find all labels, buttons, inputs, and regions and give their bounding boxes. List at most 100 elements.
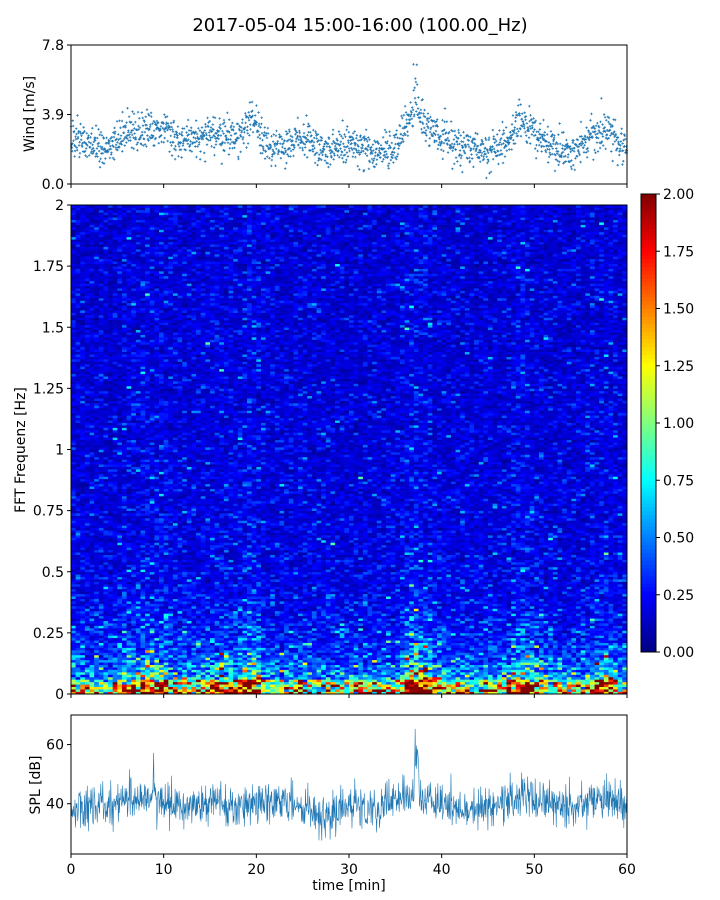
spectrogram-cell (94, 432, 99, 435)
spectrogram-cell (99, 648, 104, 651)
spectrogram-cell (141, 283, 146, 286)
wind-point (81, 145, 83, 147)
spectrogram-cell (85, 271, 90, 274)
spectrogram-cell (122, 413, 127, 416)
wind-point (396, 137, 398, 139)
spectrogram-cell (94, 645, 99, 648)
spectrogram-cell (85, 330, 90, 333)
spectrogram-cell (80, 511, 85, 514)
spectrogram-cell (122, 405, 127, 408)
spectrogram-cell (94, 239, 99, 242)
wind-point (314, 162, 316, 164)
spectrogram-cell (117, 229, 122, 232)
spectrogram-cell (136, 476, 141, 479)
spectrogram-cell (99, 503, 104, 506)
spectrogram-cell (117, 349, 122, 352)
spectrogram-cell (80, 454, 85, 457)
spectrogram-cell (85, 442, 90, 445)
spectrogram-cell (117, 342, 122, 345)
spectrogram-cell (131, 405, 136, 408)
spectrogram-cell (76, 547, 81, 550)
spectrogram-cell (99, 379, 104, 382)
spectrogram-cell (94, 391, 99, 394)
spectrogram-cell (117, 239, 122, 242)
spectrogram-cell (122, 222, 127, 225)
spectrogram-cell (108, 494, 113, 497)
spectrogram-cell (136, 276, 141, 279)
spectrogram-cell (103, 572, 108, 575)
spectrogram-cell (108, 450, 113, 453)
wind-point (435, 130, 437, 132)
spectrogram-cell (117, 479, 122, 482)
spectrogram-cell (136, 410, 141, 413)
spectrogram-cell (127, 259, 132, 262)
spectrogram-cell (141, 662, 146, 665)
spectrogram-cell (71, 401, 76, 404)
spectrogram-cell (122, 623, 127, 626)
spectrogram-cell (127, 369, 132, 372)
spectrogram-cell (108, 601, 113, 604)
spectrogram-cell (85, 628, 90, 631)
spectrogram-cell (136, 611, 141, 614)
spectrogram-cell (80, 450, 85, 453)
spectrogram-cell (122, 273, 127, 276)
spectrogram-cell (113, 606, 118, 609)
spectrogram-cell (108, 501, 113, 504)
spectrogram-cell (99, 582, 104, 585)
spectrogram-cell (141, 501, 146, 504)
spectrogram-cell (131, 291, 136, 294)
wind-point (443, 121, 445, 123)
spectrogram-cell (99, 234, 104, 237)
wind-point (185, 131, 187, 133)
spectrogram-cell (131, 545, 136, 548)
spectrogram-cell (108, 523, 113, 526)
spectrogram-cell (94, 251, 99, 254)
spectrogram-cell (131, 303, 136, 306)
wind-point (414, 97, 416, 99)
spectrogram-cell (90, 283, 95, 286)
spectrogram-cell (99, 506, 104, 509)
spectrogram-cell (103, 472, 108, 475)
wind-point (621, 163, 623, 165)
spectrogram-cell (117, 623, 122, 626)
wind-point (532, 117, 534, 119)
wind-point (562, 144, 564, 146)
spectrogram-cell (113, 298, 118, 301)
spectrogram-cell (136, 271, 141, 274)
spectrogram-cell (136, 481, 141, 484)
spectrogram-cell (71, 247, 76, 250)
spectrogram-cell (141, 498, 146, 501)
spectrogram-cell (122, 225, 127, 228)
spectrogram-cell (90, 357, 95, 360)
wind-point (258, 123, 260, 125)
spectrogram-cell (117, 474, 122, 477)
spectrogram-cell (108, 222, 113, 225)
spectrogram-cell (103, 418, 108, 421)
spectrogram-cell (94, 611, 99, 614)
spectrogram-cell (122, 523, 127, 526)
spectrogram-cell (108, 288, 113, 291)
spectrogram-cell (80, 599, 85, 602)
wind-point (78, 156, 80, 158)
spectrogram-cell (141, 388, 146, 391)
spectrogram-cell (76, 628, 81, 631)
spectrogram-cell (127, 388, 132, 391)
wind-point (488, 137, 490, 139)
wind-point (313, 141, 315, 143)
spectrogram-cell (90, 545, 95, 548)
wind-point (599, 147, 601, 149)
spectrogram-cell (141, 577, 146, 580)
wind-point (160, 141, 162, 143)
spectrogram-cell (71, 403, 76, 406)
spectrogram-cell (76, 249, 81, 252)
spectrogram-cell (113, 234, 118, 237)
wind-point (554, 170, 556, 172)
spectrogram-cell (117, 523, 122, 526)
spectrogram-cell (117, 225, 122, 228)
spectrogram-cell (90, 254, 95, 257)
wind-point (301, 147, 303, 149)
spectrogram-cell (94, 366, 99, 369)
spectrogram-cell (131, 508, 136, 511)
spectrogram-cell (71, 330, 76, 333)
spectrogram-cell (76, 388, 81, 391)
